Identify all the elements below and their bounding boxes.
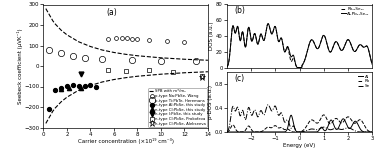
Line: Se: Se bbox=[227, 105, 372, 132]
Pb bbox=[295, 131, 299, 133]
Text: (b): (b) bbox=[234, 6, 245, 15]
Al bbox=[313, 131, 318, 133]
Pb bbox=[370, 131, 375, 133]
Line: Al: Al bbox=[227, 115, 372, 132]
Y-axis label: DOS (a.u.): DOS (a.u.) bbox=[209, 22, 214, 50]
X-axis label: Carrier concentration (×10¹⁹ cm⁻³): Carrier concentration (×10¹⁹ cm⁻³) bbox=[78, 138, 174, 144]
Text: (a): (a) bbox=[106, 8, 117, 17]
Text: (c): (c) bbox=[234, 74, 244, 83]
Pb bbox=[313, 121, 318, 123]
Legend: Pb₃₂Se₃₂, Al₁Pb₃₁Se₃₂: Pb₃₂Se₃₂, Al₁Pb₃₁Se₃₂ bbox=[339, 5, 372, 18]
Al bbox=[310, 131, 314, 133]
Al bbox=[370, 131, 375, 133]
Se bbox=[313, 129, 318, 130]
Se bbox=[335, 128, 340, 129]
Se bbox=[370, 131, 375, 133]
Pb bbox=[309, 119, 314, 121]
Pb bbox=[321, 114, 326, 116]
Pb bbox=[350, 121, 355, 123]
X-axis label: Energy (eV): Energy (eV) bbox=[284, 142, 316, 148]
Y-axis label: p-DOS (a.u.): p-DOS (a.u.) bbox=[208, 85, 213, 119]
Al bbox=[295, 131, 299, 133]
Al bbox=[289, 114, 293, 116]
Al bbox=[335, 128, 340, 130]
Line: Pb: Pb bbox=[227, 115, 372, 132]
Se bbox=[350, 129, 355, 130]
Al bbox=[318, 128, 322, 130]
Pb bbox=[318, 120, 322, 122]
Legend: SPB with m*/m₀, p-type Na:PbSe, Wang, p-type Ti:PbTe, Heremans, n-type Al:PbSe, : SPB with m*/m₀, p-type Na:PbSe, Wang, p-… bbox=[148, 88, 207, 127]
Legend: Al, Pb, Se: Al, Pb, Se bbox=[357, 73, 372, 90]
Se bbox=[225, 131, 229, 133]
Se bbox=[310, 128, 314, 130]
Se bbox=[266, 104, 270, 106]
Al bbox=[234, 131, 238, 133]
Pb bbox=[234, 128, 238, 130]
Se bbox=[318, 128, 322, 130]
Al bbox=[225, 131, 229, 133]
Se bbox=[234, 110, 238, 112]
Y-axis label: Seebeck coefficient (μVK⁻¹): Seebeck coefficient (μVK⁻¹) bbox=[17, 28, 23, 104]
Pb bbox=[225, 131, 229, 133]
Al bbox=[350, 124, 355, 126]
Se bbox=[295, 131, 299, 133]
Pb bbox=[335, 118, 340, 120]
